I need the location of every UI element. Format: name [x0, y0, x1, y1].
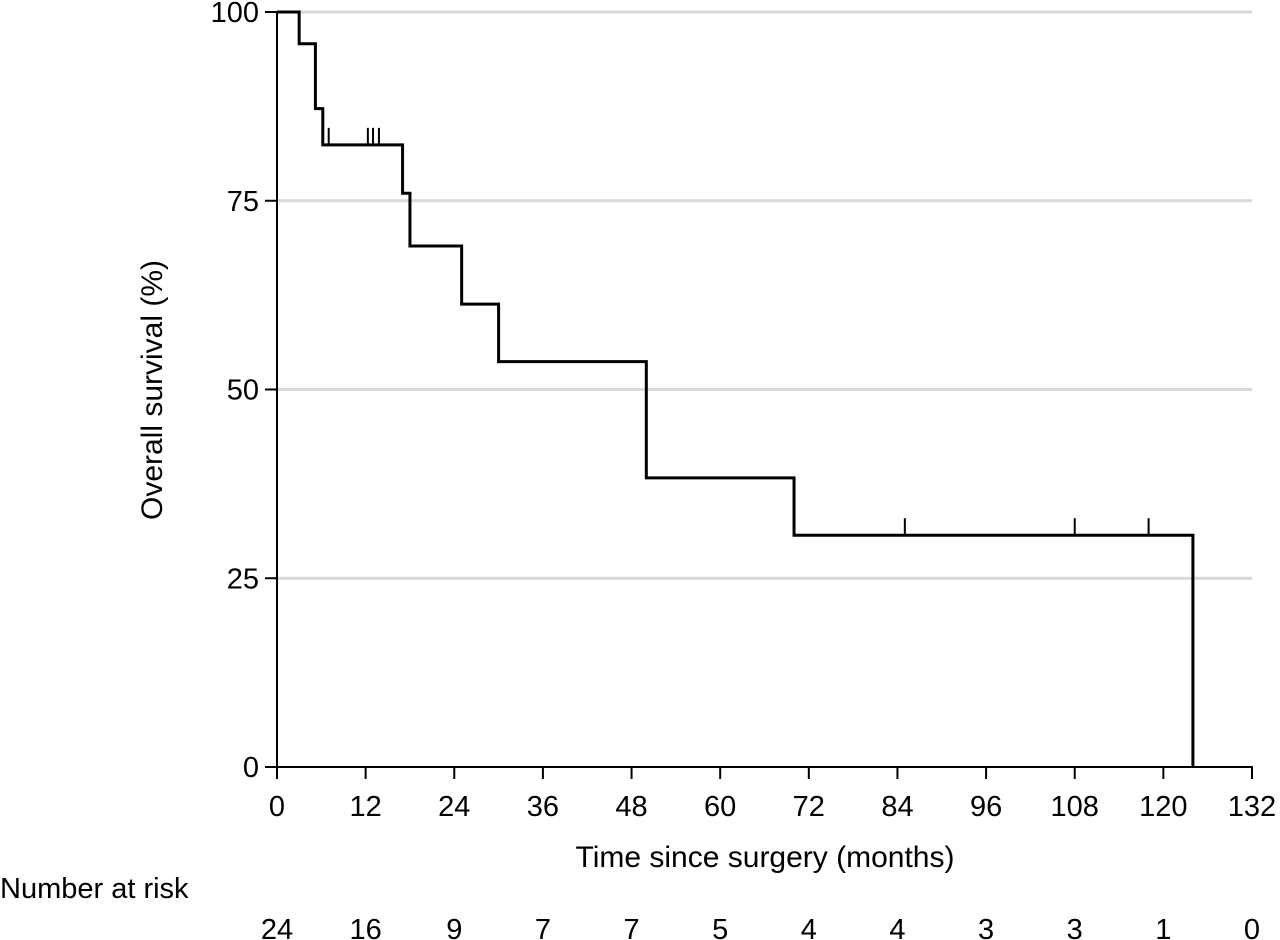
- risk-count: 3: [978, 914, 994, 940]
- x-tick-label: 108: [1051, 791, 1099, 823]
- risk-count: 24: [261, 914, 293, 940]
- risk-count: 9: [446, 914, 462, 940]
- x-tick-label: 72: [793, 791, 825, 823]
- y-tick-label: 75: [227, 186, 259, 218]
- y-tick-label: 50: [227, 375, 259, 407]
- axes: [265, 11, 1253, 779]
- x-tick-label: 60: [704, 791, 736, 823]
- x-tick-label: 36: [527, 791, 559, 823]
- risk-count: 0: [1244, 914, 1260, 940]
- y-tick-label: 0: [243, 752, 259, 784]
- risk-count: 7: [535, 914, 551, 940]
- risk-count: 1: [1155, 914, 1171, 940]
- x-tick-label: 132: [1228, 791, 1276, 823]
- risk-count: 4: [889, 914, 905, 940]
- y-tick-label: 100: [211, 0, 259, 29]
- risk-count: 4: [801, 914, 817, 940]
- x-tick-label: 24: [438, 791, 470, 823]
- x-tick-label: 96: [970, 791, 1002, 823]
- risk-count: 16: [350, 914, 382, 940]
- x-tick-label: 120: [1139, 791, 1187, 823]
- y-axis-title: Overall survival (%): [136, 260, 169, 520]
- risk-table-title: Number at risk: [0, 873, 189, 905]
- axis-labels: 0 25 50 75 100 0 12 24 36 48 60 72 84 96 108 120 132: [211, 0, 1277, 823]
- x-axis-title: Time since surgery (months): [576, 841, 955, 874]
- risk-count: 7: [623, 914, 639, 940]
- risk-table: 24 16 9 7 7 5 4 4 3 3 1 0: [261, 914, 1260, 940]
- gridlines: [277, 10, 1252, 580]
- x-tick-label: 0: [269, 791, 285, 823]
- survival-curve-line: [277, 10, 1195, 767]
- survival-curve-group: [277, 10, 1195, 767]
- risk-count: 3: [1067, 914, 1083, 940]
- x-tick-label: 84: [881, 791, 913, 823]
- x-tick-label: 12: [350, 791, 382, 823]
- x-tick-label: 48: [615, 791, 647, 823]
- y-tick-label: 25: [227, 563, 259, 595]
- risk-count: 5: [712, 914, 728, 940]
